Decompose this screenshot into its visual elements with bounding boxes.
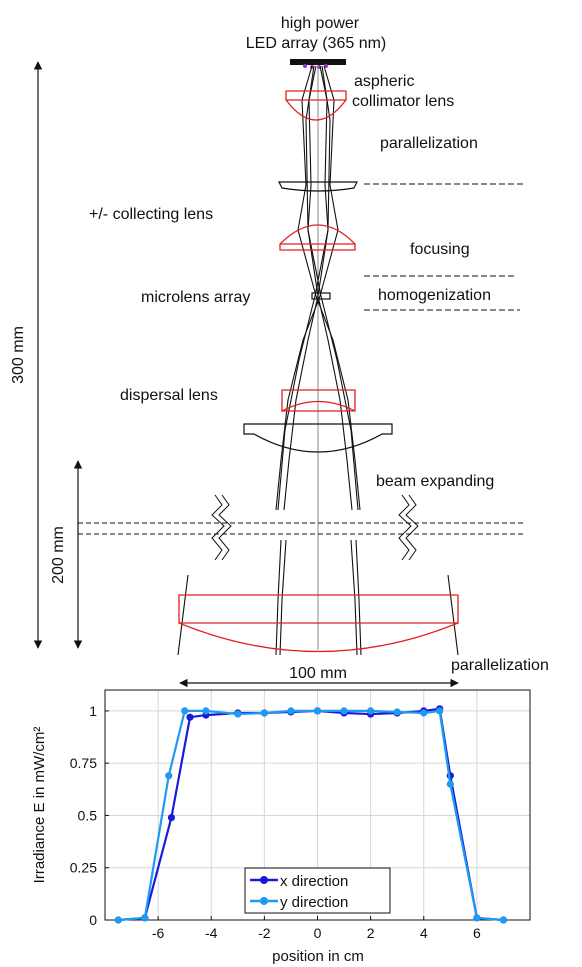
dispersal-lens [281, 389, 356, 412]
ray-bundle-lower [275, 539, 362, 656]
y-tick-label: 0.5 [78, 807, 98, 823]
source-label-line2: LED array (365 nm) [246, 35, 387, 52]
x-axis-ticks: -6 -4 -2 0 2 4 6 [152, 916, 481, 941]
parallelization-bottom-label: parallelization [451, 657, 549, 674]
x-tick-label: 2 [367, 925, 375, 941]
dispersal-lens-label: dispersal lens [120, 387, 218, 404]
legend-label-y: y direction [280, 894, 348, 911]
chart-series [114, 705, 508, 924]
microlens-array-label: microlens array [141, 289, 250, 306]
ray-bundle-upper [275, 65, 361, 511]
chart-grid [105, 690, 530, 921]
series-1-point [260, 709, 268, 717]
y-tick-label: 0 [89, 912, 97, 928]
beam-edges [177, 574, 459, 656]
dimension-width-label: 100 mm [289, 665, 347, 682]
microlens-array [311, 292, 331, 300]
axis-break [78, 494, 523, 561]
x-tick-label: 6 [473, 925, 481, 941]
y-axis-label: Irradiance E in mW/cm² [31, 727, 48, 884]
series-1-point [499, 916, 508, 924]
collecting-lens-negative [278, 181, 358, 192]
beam-expanding-label: beam expanding [376, 473, 494, 490]
series-1-point [313, 707, 322, 715]
series-1-point [202, 707, 210, 715]
y-tick-label: 0.25 [70, 860, 97, 876]
series-1-point [165, 772, 173, 780]
homogenization-label: homogenization [378, 287, 491, 304]
series-1-point [114, 916, 122, 924]
series-1-point [287, 707, 295, 715]
legend-box [244, 867, 391, 914]
x-tick-label: 0 [314, 925, 322, 941]
y-axis-ticks: 0 0.25 0.5 0.75 1 [70, 703, 109, 928]
y-tick-label: 0.75 [70, 755, 97, 771]
y-tick-label: 1 [89, 703, 97, 719]
x-tick-label: -2 [258, 925, 271, 941]
series-1-point [473, 914, 481, 922]
x-tick-label: -6 [152, 925, 165, 941]
expanding-lens [243, 423, 393, 453]
series-1-point [420, 709, 428, 717]
focusing-label: focusing [410, 241, 470, 258]
x-tick-label: 4 [420, 925, 428, 941]
source-label-line1: high power [281, 15, 360, 32]
led-array [290, 59, 346, 65]
dimension-total-label: 300 mm [10, 326, 27, 384]
series-1-point [393, 708, 401, 716]
optical-diagram: high power LED array (365 nm) [10, 15, 549, 688]
legend-marker-x [260, 876, 268, 884]
series-1-point [367, 707, 375, 715]
legend-label-x: x direction [280, 873, 348, 890]
series-1-point [436, 707, 444, 715]
aspheric-collimator-lens [285, 90, 347, 121]
collimator-label-line1: aspheric [354, 73, 414, 90]
collecting-lens-label: +/- collecting lens [89, 206, 213, 223]
chart-legend: x direction y direction [244, 867, 391, 914]
output-collimator-lens [178, 594, 459, 653]
collimator-label-line2: collimator lens [352, 93, 454, 110]
parallelization-top-label: parallelization [380, 135, 478, 152]
series-0-point [167, 813, 176, 822]
series-1-point [234, 710, 242, 718]
irradiance-chart: 00.250.50.751 -6 -4 -2 0 2 4 6 position in cm … [31, 689, 531, 965]
dimension-expansion-label: 200 mm [50, 526, 67, 584]
series-1-point [340, 707, 348, 715]
collecting-lens-positive [279, 224, 356, 251]
series-1-point [446, 780, 454, 788]
x-tick-label: -4 [205, 925, 218, 941]
series-1-point [181, 707, 189, 715]
series-1-point [141, 914, 149, 922]
legend-marker-y [260, 897, 268, 905]
x-axis-label: position in cm [272, 948, 364, 965]
series-0-point [186, 713, 194, 721]
